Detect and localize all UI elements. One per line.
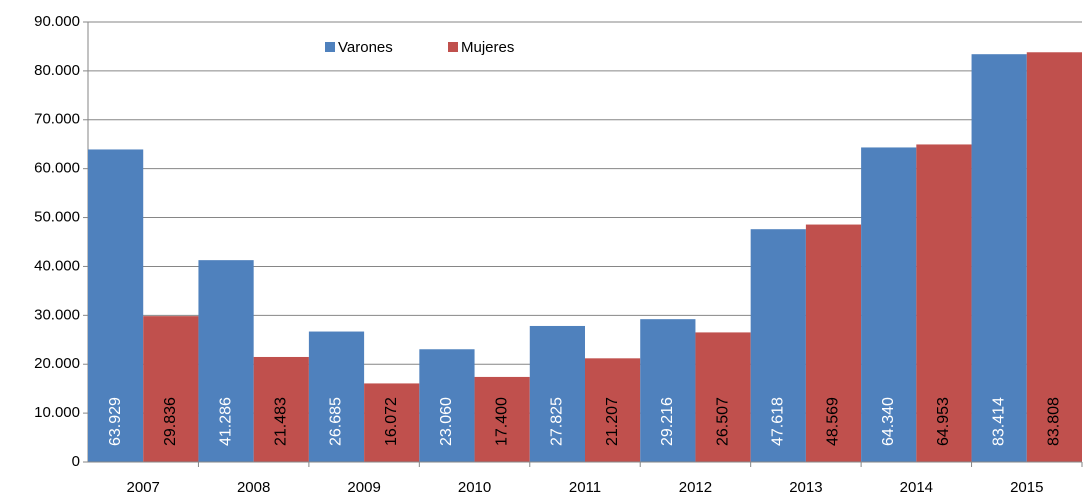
value-label: 29.836 bbox=[162, 397, 179, 446]
legend-swatch bbox=[448, 42, 458, 52]
bar bbox=[419, 349, 475, 462]
x-tick-label: 2008 bbox=[237, 479, 270, 496]
x-tick-label: 2011 bbox=[569, 479, 601, 496]
value-label: 27.825 bbox=[549, 397, 566, 446]
x-tick-label: 2014 bbox=[900, 479, 933, 496]
bar bbox=[916, 144, 972, 462]
y-tick-label: 40.000 bbox=[34, 257, 80, 274]
y-tick-label: 50.000 bbox=[34, 209, 80, 226]
y-tick-label: 80.000 bbox=[34, 62, 80, 79]
bar bbox=[585, 358, 641, 462]
bar bbox=[529, 325, 585, 462]
value-label: 64.340 bbox=[880, 397, 897, 446]
value-label: 26.507 bbox=[714, 397, 731, 446]
y-tick-label: 70.000 bbox=[34, 111, 80, 128]
value-label: 17.400 bbox=[493, 397, 510, 446]
x-tick-label: 2009 bbox=[347, 479, 380, 496]
value-label: 26.685 bbox=[328, 397, 345, 446]
bar bbox=[143, 316, 199, 462]
legend-label: Mujeres bbox=[461, 39, 514, 56]
value-label: 64.953 bbox=[935, 397, 952, 446]
value-label: 23.060 bbox=[438, 397, 455, 446]
y-tick-label: 0 bbox=[72, 453, 80, 470]
x-tick-label: 2015 bbox=[1010, 479, 1043, 496]
value-label: 29.216 bbox=[659, 397, 676, 446]
bar bbox=[805, 224, 862, 462]
y-tick-label: 10.000 bbox=[34, 404, 80, 421]
bar bbox=[971, 54, 1027, 463]
value-label: 48.569 bbox=[825, 397, 842, 446]
bar bbox=[1026, 52, 1082, 462]
legend-swatch bbox=[325, 42, 335, 52]
value-label: 63.929 bbox=[107, 397, 124, 446]
bar bbox=[861, 147, 917, 462]
y-tick-label: 60.000 bbox=[34, 160, 80, 177]
x-tick-label: 2007 bbox=[127, 479, 160, 496]
value-label: 16.072 bbox=[383, 397, 400, 446]
value-label: 47.618 bbox=[769, 397, 786, 446]
y-tick-label: 20.000 bbox=[34, 355, 80, 372]
x-tick-label: 2012 bbox=[679, 479, 712, 496]
value-label: 21.207 bbox=[604, 397, 621, 446]
bar bbox=[474, 376, 530, 462]
x-tick-label: 2013 bbox=[789, 479, 822, 496]
bar bbox=[750, 229, 806, 462]
bar bbox=[364, 383, 420, 462]
y-tick-label: 30.000 bbox=[34, 306, 80, 323]
bar bbox=[640, 319, 696, 462]
bar bbox=[253, 356, 309, 462]
legend-label: Varones bbox=[338, 39, 393, 56]
value-label: 83.808 bbox=[1046, 397, 1063, 446]
value-label: 83.414 bbox=[990, 397, 1007, 446]
value-label: 21.483 bbox=[272, 397, 289, 446]
bar bbox=[308, 331, 365, 462]
bar bbox=[88, 149, 144, 462]
bar bbox=[695, 332, 751, 462]
y-tick-label: 90.000 bbox=[34, 13, 80, 30]
x-tick-label: 2010 bbox=[458, 479, 491, 496]
bar bbox=[198, 260, 254, 462]
value-label: 41.286 bbox=[217, 397, 234, 446]
